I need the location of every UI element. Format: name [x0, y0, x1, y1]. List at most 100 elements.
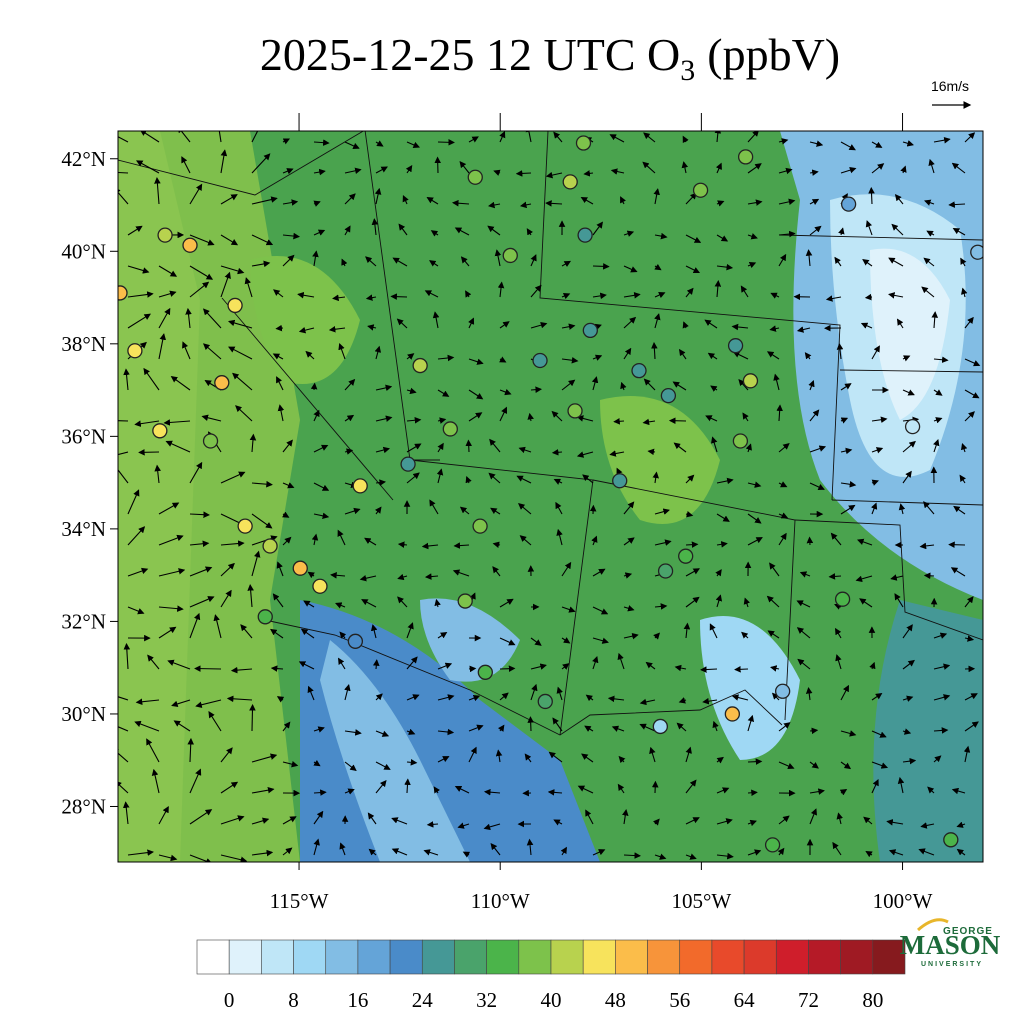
wind-arrow — [902, 695, 914, 702]
wind-arrow — [654, 292, 666, 299]
wind-arrow — [685, 817, 700, 825]
wind-arrow — [923, 257, 935, 267]
wind-arrow — [652, 471, 659, 484]
wind-arrow — [545, 171, 563, 179]
wind-arrow — [213, 614, 222, 639]
wind-arrow — [270, 628, 284, 639]
wind-arrow — [923, 501, 935, 515]
station — [467, 169, 483, 185]
wind-arrow — [530, 284, 542, 298]
wind-arrow — [964, 721, 979, 732]
wind-arrow — [561, 379, 576, 391]
wind-arrow — [468, 412, 483, 422]
wind-arrow — [716, 818, 733, 825]
wind-arrow — [716, 477, 734, 485]
wind-arrow — [960, 257, 967, 267]
wind-arrow — [747, 233, 758, 240]
wind-arrow — [583, 170, 594, 177]
logo: GEORGE MASON UNIVERSITY — [900, 918, 1001, 968]
wind-arrow — [805, 249, 813, 267]
wind-arrow — [610, 168, 625, 175]
wind-arrow — [871, 692, 883, 701]
wind-arrow — [397, 573, 408, 581]
wind-arrow — [226, 695, 253, 703]
field-sierra — [320, 640, 470, 862]
station — [840, 196, 857, 212]
wind-arrow — [436, 468, 444, 484]
lon-tick-label: 100°W — [873, 889, 933, 913]
wind-arrow — [158, 265, 178, 277]
station — [575, 135, 592, 151]
wind-arrow — [685, 568, 700, 577]
station — [737, 149, 754, 165]
wind-arrow — [649, 746, 656, 763]
wind-arrow — [313, 444, 329, 453]
wind-arrow — [251, 234, 274, 246]
wind-arrow — [406, 416, 422, 424]
wind-arrow — [177, 131, 191, 143]
field-texas — [700, 616, 800, 760]
wind-arrow — [173, 720, 191, 732]
wind-arrow — [251, 260, 271, 268]
wind-arrow — [704, 319, 718, 329]
lon-tick-label: 105°W — [672, 889, 732, 913]
wind-arrow — [365, 256, 377, 267]
wind-arrow — [220, 540, 245, 547]
wind-arrow — [964, 596, 974, 608]
border — [539, 131, 841, 501]
station — [237, 518, 253, 534]
wind-arrow — [460, 256, 470, 267]
wind-arrow — [741, 631, 749, 639]
wind-arrow — [493, 169, 501, 176]
station — [567, 403, 583, 419]
wind-arrow — [453, 542, 470, 549]
wind-arrow — [122, 801, 130, 825]
station — [477, 664, 493, 680]
wind-arrow — [902, 757, 917, 765]
station — [214, 375, 230, 391]
wind-arrow — [341, 258, 348, 267]
wind-arrow — [623, 537, 635, 546]
wind-arrow — [799, 571, 811, 578]
wind-arrow — [926, 230, 935, 237]
wind-arrow — [344, 761, 357, 772]
wind-arrow — [483, 788, 501, 796]
wind-arrow — [868, 186, 875, 205]
wind-arrow — [249, 433, 257, 453]
wind-arrow — [499, 665, 516, 672]
wind-arrow — [617, 783, 625, 794]
colorbar-tick-label: 56 — [669, 988, 690, 1012]
station — [202, 433, 219, 449]
wind-arrow — [282, 254, 295, 267]
wind-arrow — [672, 381, 687, 391]
wind-arrow — [769, 325, 780, 332]
wind-arrow — [902, 140, 914, 147]
wind-arrow — [607, 695, 625, 703]
wind-arrow — [282, 847, 293, 856]
wind-arrow — [923, 572, 935, 580]
map-frame — [117, 130, 984, 863]
wind-arrow — [158, 806, 169, 825]
wind-arrow — [685, 596, 700, 608]
wind-arrow — [307, 685, 315, 701]
station — [292, 560, 308, 576]
wind-arrow — [151, 768, 160, 794]
wind-arrow — [139, 131, 160, 143]
wind-arrow — [555, 501, 563, 515]
title: 2025-12-25 12 UTC O3 (ppbV) — [260, 29, 840, 87]
wind-arrow — [220, 589, 232, 608]
wind-arrow — [312, 250, 319, 267]
wind-arrow — [127, 313, 151, 329]
wind-arrow — [933, 727, 949, 734]
wind-arrow — [530, 663, 547, 670]
wind-arrow — [397, 541, 408, 548]
wind-arrow — [404, 778, 411, 794]
wind-arrow — [747, 849, 762, 856]
wind-arrow — [488, 472, 501, 484]
wind-arrow — [747, 199, 763, 206]
wind-arrow — [651, 341, 658, 360]
wind-arrow — [778, 722, 791, 732]
station — [457, 593, 473, 609]
colorbar-box — [196, 939, 230, 975]
